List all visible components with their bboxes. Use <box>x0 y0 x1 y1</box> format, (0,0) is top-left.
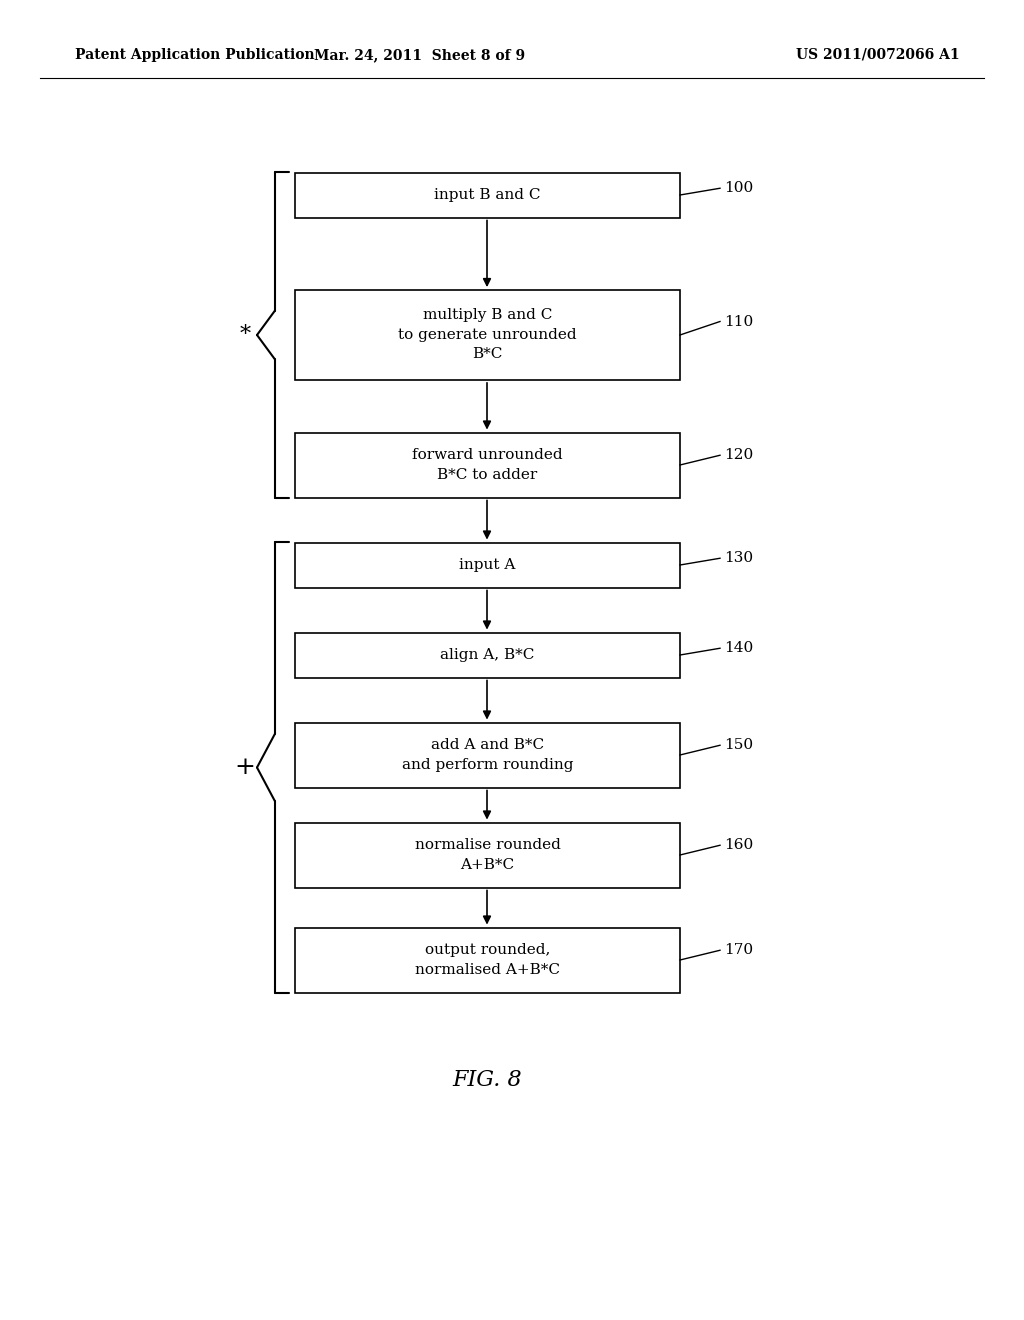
Text: input A: input A <box>460 558 516 572</box>
Text: 100: 100 <box>724 181 754 195</box>
Bar <box>295 543 680 587</box>
Text: 150: 150 <box>724 738 753 752</box>
Bar <box>295 822 680 887</box>
Text: 170: 170 <box>724 944 753 957</box>
Bar <box>295 928 680 993</box>
Text: forward unrounded
B*C to adder: forward unrounded B*C to adder <box>413 449 563 482</box>
Text: normalise rounded
A+B*C: normalise rounded A+B*C <box>415 838 560 871</box>
Text: add A and B*C
and perform rounding: add A and B*C and perform rounding <box>401 738 573 772</box>
Text: 110: 110 <box>724 314 754 329</box>
Text: Mar. 24, 2011  Sheet 8 of 9: Mar. 24, 2011 Sheet 8 of 9 <box>314 48 525 62</box>
Bar <box>295 433 680 498</box>
Bar <box>295 632 680 677</box>
Text: align A, B*C: align A, B*C <box>440 648 535 663</box>
Text: 140: 140 <box>724 642 754 655</box>
Bar <box>295 173 680 218</box>
Bar <box>295 290 680 380</box>
Text: +: + <box>234 755 255 779</box>
Bar <box>295 722 680 788</box>
Text: FIG. 8: FIG. 8 <box>453 1069 522 1092</box>
Text: 130: 130 <box>724 552 753 565</box>
Text: US 2011/0072066 A1: US 2011/0072066 A1 <box>797 48 961 62</box>
Text: multiply B and C
to generate unrounded
B*C: multiply B and C to generate unrounded B… <box>398 309 577 362</box>
Text: 160: 160 <box>724 838 754 853</box>
Text: *: * <box>240 323 251 346</box>
Text: 120: 120 <box>724 449 754 462</box>
Text: Patent Application Publication: Patent Application Publication <box>75 48 314 62</box>
Text: output rounded,
normalised A+B*C: output rounded, normalised A+B*C <box>415 944 560 977</box>
Text: input B and C: input B and C <box>434 187 541 202</box>
